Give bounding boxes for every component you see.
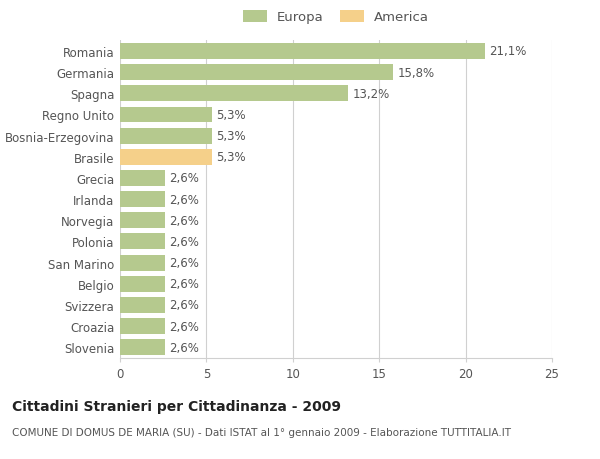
Text: 2,6%: 2,6%: [169, 193, 199, 206]
Bar: [120, 192, 165, 207]
Text: 15,8%: 15,8%: [397, 67, 434, 79]
Bar: [120, 150, 212, 165]
Bar: [120, 276, 165, 292]
Bar: [120, 129, 212, 144]
Text: Cittadini Stranieri per Cittadinanza - 2009: Cittadini Stranieri per Cittadinanza - 2…: [12, 399, 341, 413]
Text: 5,3%: 5,3%: [216, 151, 245, 164]
Text: COMUNE DI DOMUS DE MARIA (SU) - Dati ISTAT al 1° gennaio 2009 - Elaborazione TUT: COMUNE DI DOMUS DE MARIA (SU) - Dati IST…: [12, 427, 511, 437]
Bar: [120, 44, 485, 60]
Bar: [120, 340, 165, 355]
Bar: [120, 234, 165, 250]
Text: 2,6%: 2,6%: [169, 341, 199, 354]
Bar: [120, 86, 348, 102]
Legend: Europa, America: Europa, America: [239, 7, 433, 28]
Text: 2,6%: 2,6%: [169, 278, 199, 291]
Text: 2,6%: 2,6%: [169, 320, 199, 333]
Bar: [120, 171, 165, 186]
Text: 2,6%: 2,6%: [169, 235, 199, 248]
Bar: [120, 255, 165, 271]
Bar: [120, 297, 165, 313]
Text: 2,6%: 2,6%: [169, 214, 199, 227]
Bar: [120, 65, 393, 81]
Text: 2,6%: 2,6%: [169, 257, 199, 269]
Text: 2,6%: 2,6%: [169, 299, 199, 312]
Text: 21,1%: 21,1%: [489, 45, 526, 58]
Text: 13,2%: 13,2%: [352, 88, 389, 101]
Text: 2,6%: 2,6%: [169, 172, 199, 185]
Bar: [120, 319, 165, 334]
Text: 5,3%: 5,3%: [216, 130, 245, 143]
Text: 5,3%: 5,3%: [216, 109, 245, 122]
Bar: [120, 213, 165, 229]
Bar: [120, 107, 212, 123]
